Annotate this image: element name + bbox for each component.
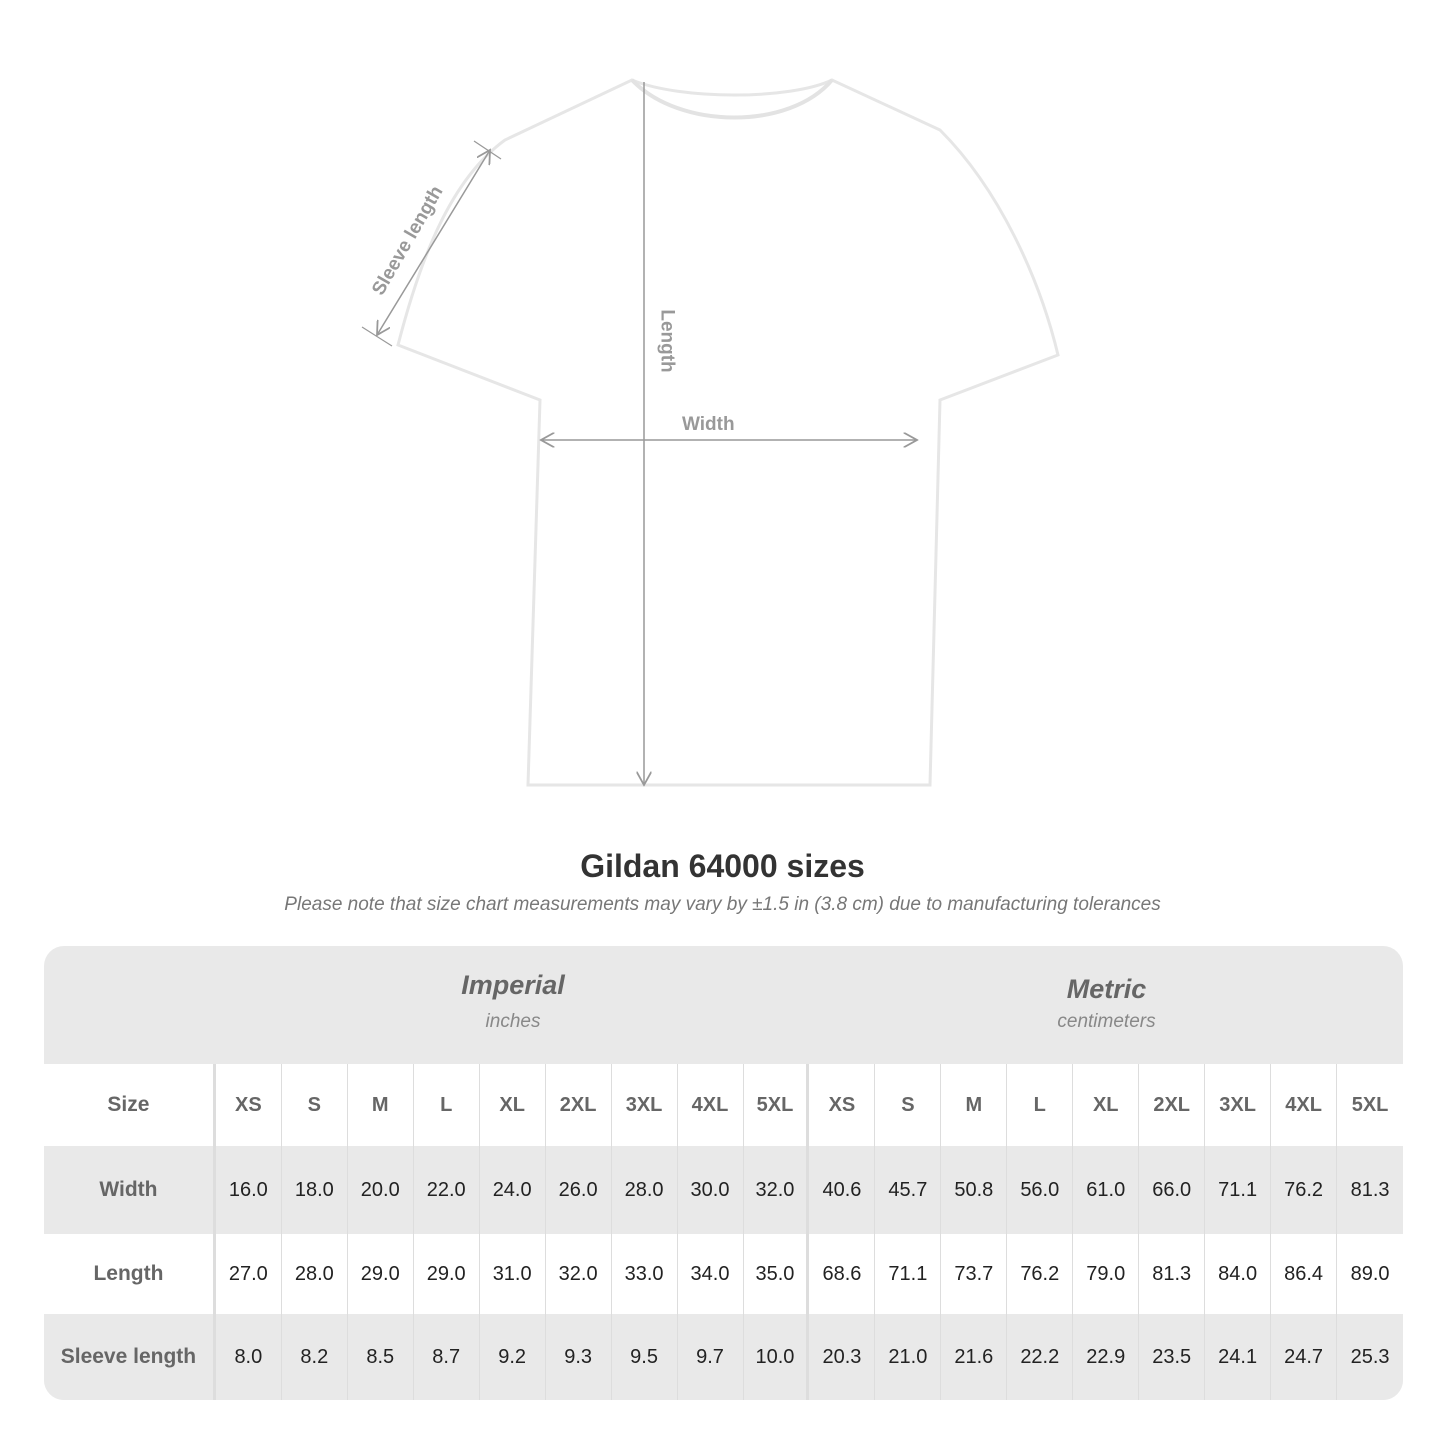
imperial-size-S: S [282,1064,348,1146]
imperial-size-XS: XS [216,1064,282,1146]
imperial-value-cell: 33.0 [612,1234,678,1314]
metric-value-cell: 25.3 [1350,1345,1390,1368]
imperial-value-cell: 10.0 [744,1314,810,1400]
imperial-value-cell: 24.0 [480,1146,546,1234]
sleeve-length-arrow [377,150,490,335]
metric-size-5XL: 5XL [1351,1093,1389,1116]
imperial-size-M: M [348,1064,414,1146]
metric-value-cell: 76.2 [1271,1146,1338,1234]
imperial-value-cell: 32.0 [546,1234,612,1314]
metric-value-cell: 89.0 [1350,1262,1390,1285]
metric-value-cell: 24.7 [1271,1314,1338,1400]
metric-size-L: L [1007,1064,1074,1146]
metric-value-cell: 21.6 [941,1314,1008,1400]
imperial-size-4XL: 4XL [678,1064,744,1146]
metric-size-4XL: 4XL [1271,1064,1338,1146]
row-label: Length [44,1234,216,1314]
metric-value-cell: 20.3 [809,1314,876,1400]
imperial-size-3XL: 3XL [612,1064,678,1146]
imperial-value-cell: 27.0 [216,1234,282,1314]
imperial-value-cell: 18.0 [282,1146,348,1234]
imperial-value-cell: 8.0 [216,1314,282,1400]
imperial-size-L: L [414,1064,480,1146]
metric-value-cell: 40.6 [809,1146,876,1234]
metric-value-cell: 71.1 [1205,1146,1272,1234]
metric-value-cell: 73.7 [941,1234,1008,1314]
imperial-header: Imperial inches [216,946,810,1064]
metric-value-cell: 50.8 [941,1146,1008,1234]
imperial-value-cell: 28.0 [282,1234,348,1314]
imperial-value-cell: 8.2 [282,1314,348,1400]
metric-value-cell: 22.9 [1073,1314,1140,1400]
metric-size-3XL: 3XL [1205,1064,1272,1146]
metric-value-cell: 68.6 [809,1234,876,1314]
row-label: Sleeve length [44,1314,216,1400]
metric-value-cell: 22.2 [1007,1314,1074,1400]
metric-size-XS: XS [809,1064,876,1146]
size-table: Imperial inches Metric centimeters Size X… [44,946,1403,1400]
imperial-value-cell: 35.0 [744,1234,810,1314]
width-label: Width [682,414,735,435]
imperial-value-cell: 28.0 [612,1146,678,1234]
metric-value-cell: 81.3 [1139,1234,1206,1314]
imperial-title: Imperial [461,970,565,1000]
imperial-value-cell: 29.0 [348,1234,414,1314]
size-label: Size [44,1064,216,1146]
metric-size-2XL: 2XL [1139,1064,1206,1146]
imperial-size-5XL: 5XL [744,1064,810,1146]
imperial-value-cell: 26.0 [546,1146,612,1234]
imperial-size-2XL: 2XL [546,1064,612,1146]
imperial-value-cell: 9.3 [546,1314,612,1400]
table-row: Width 16.0 18.0 20.0 22.0 24.0 26.0 28.0 30.0 32.… [44,1146,1403,1234]
metric-value-cell: 79.0 [1073,1234,1140,1314]
metric-value-cell: 23.5 [1139,1314,1206,1400]
imperial-value-cell: 22.0 [414,1146,480,1234]
imperial-size-XL: XL [480,1064,546,1146]
imperial-value-cell: 9.2 [480,1314,546,1400]
metric-size-M: M [941,1064,1008,1146]
metric-unit: centimeters [1057,1011,1156,1032]
imperial-unit: inches [485,1011,541,1032]
metric-value-cell: 61.0 [1073,1146,1140,1234]
imperial-value-cell: 9.7 [678,1314,744,1400]
metric-value-cell: 84.0 [1205,1234,1272,1314]
table-row: Length 27.0 28.0 29.0 29.0 31.0 32.0 33.0 34.0 35… [44,1234,1403,1314]
metric-size-XL: XL [1073,1064,1140,1146]
page-title: Gildan 64000 sizes [580,848,865,884]
metric-value-cell: 71.1 [875,1234,942,1314]
size-grid: Size XS S M L XL 2XL 3XL 4XL 5XL XS S M L XL 2XL 3XL 4XL 5… [44,1064,1403,1400]
metric-value-cell: 56.0 [1007,1146,1074,1234]
tshirt-diagram [361,78,1060,787]
length-label: Length [656,309,678,373]
metric-value-cell: 45.7 [875,1146,942,1234]
metric-value-cell: 86.4 [1271,1234,1338,1314]
metric-value-cell: 76.2 [1007,1234,1074,1314]
size-header-row: Size XS S M L XL 2XL 3XL 4XL 5XL XS S M L XL 2XL 3XL 4XL 5… [44,1064,1403,1146]
imperial-value-cell: 32.0 [744,1146,810,1234]
imperial-value-cell: 8.5 [348,1314,414,1400]
metric-value-cell: 24.1 [1205,1314,1272,1400]
imperial-value-cell: 30.0 [678,1146,744,1234]
metric-value-cell: 66.0 [1139,1146,1206,1234]
tolerance-note: Please note that size chart measurements… [284,894,1161,915]
metric-title: Metric [1066,974,1147,1004]
row-label: Width [44,1146,216,1234]
imperial-value-cell: 16.0 [216,1146,282,1234]
imperial-value-cell: 9.5 [612,1314,678,1400]
imperial-value-cell: 31.0 [480,1234,546,1314]
metric-value-cell: 21.0 [875,1314,942,1400]
imperial-value-cell: 8.7 [414,1314,480,1400]
table-row: Sleeve length 8.0 8.2 8.5 8.7 9.2 9.3 9.5 9.7 10.… [44,1314,1403,1400]
imperial-value-cell: 29.0 [414,1234,480,1314]
imperial-value-cell: 34.0 [678,1234,744,1314]
metric-value-cell: 81.3 [1350,1178,1390,1201]
metric-size-S: S [875,1064,942,1146]
imperial-value-cell: 20.0 [348,1146,414,1234]
metric-header: Metric centimeters [810,946,1403,1064]
